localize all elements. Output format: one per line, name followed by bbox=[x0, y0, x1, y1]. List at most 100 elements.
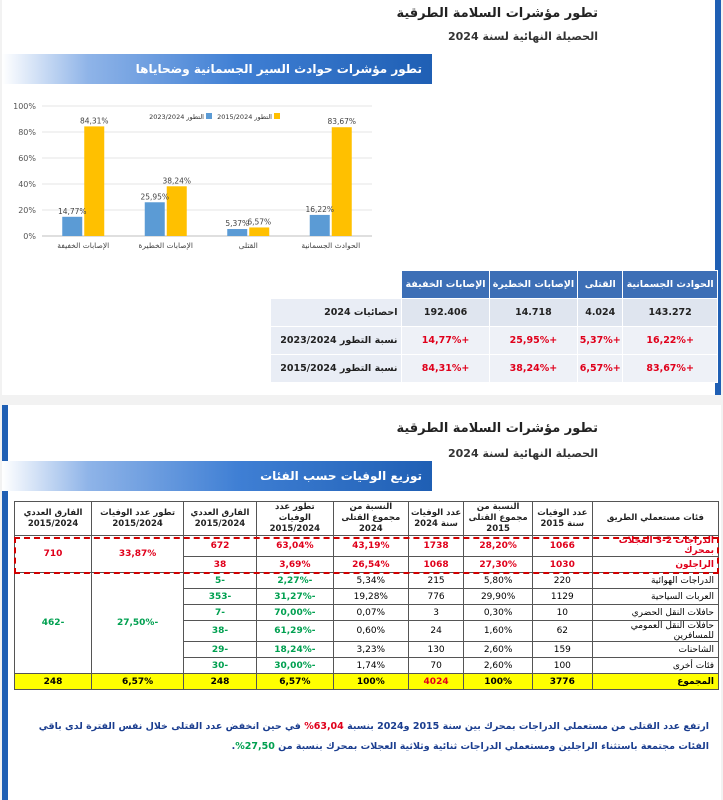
kpi-header-light-injuries: الإصابات الخفيفة bbox=[401, 270, 490, 299]
col-header: تطور عدد الوفيات 2015/2024 bbox=[91, 501, 185, 536]
table-row: الدراجات الهوائية 220 5,80% 215 5,34% -2… bbox=[13, 572, 720, 674]
evolution-bar-chart: 0% 20% 40% 60% 80% 100% 14,77% 84,31% 25,95% 38,… bbox=[13, 102, 372, 250]
cell: 26,54% bbox=[332, 556, 409, 573]
cell: -31,27% bbox=[255, 588, 334, 605]
col-header: النسبة من مجموع القتلى 2015 bbox=[463, 501, 533, 536]
data-label: 25,95% bbox=[140, 192, 169, 201]
note-text: ارتفع عدد القتلى من مستعملي الدراجات بمح… bbox=[343, 721, 709, 732]
y-tick-label: 60% bbox=[18, 154, 36, 163]
note-highlight: 63,04% bbox=[304, 721, 344, 732]
table-row: 143.272 4.024 14.718 192.406 احصائيات 20… bbox=[269, 298, 718, 327]
legend-swatch bbox=[274, 113, 280, 119]
note-green-value: 27,50% bbox=[235, 741, 275, 752]
cell: 3,23% bbox=[332, 641, 409, 658]
kpi-cell: +25,95% bbox=[488, 326, 579, 355]
cell: 19,28% bbox=[332, 588, 409, 605]
cell: 672 bbox=[183, 535, 257, 557]
kpi-cell: +5,37% bbox=[577, 326, 624, 355]
x-tick-label: الإصابات الخفيفة bbox=[57, 241, 109, 250]
total-row: المجموع 3776 100% 4024 100% 6,57% 248 6,… bbox=[13, 673, 720, 690]
note-text: في حين انخفض عدد القتلى خلال نفس الفترة … bbox=[38, 721, 709, 752]
cell: 24 bbox=[407, 620, 465, 642]
y-tick-label: 20% bbox=[18, 206, 36, 215]
table-row: +16,22% +5,37% +25,95% +14,77% نسبة التط… bbox=[269, 326, 718, 355]
col-header: النسبة من مجموع القتلى 2024 bbox=[332, 501, 409, 536]
kpi-table: الحوادث الجسمانية القتلى الإصابات الخطير… bbox=[269, 270, 718, 383]
bar bbox=[84, 126, 105, 236]
kpi-cell: +83,67% bbox=[622, 354, 718, 383]
data-label: 5,37% bbox=[225, 219, 249, 228]
bar bbox=[144, 202, 165, 236]
cell: -2,27% bbox=[255, 572, 334, 589]
kpi-header-corner bbox=[269, 270, 403, 299]
col-header: الفارق العددي 2015/2024 bbox=[13, 501, 93, 536]
kpi-header-serious-injuries: الإصابات الخطيرة bbox=[488, 270, 579, 299]
slide-corner-bar bbox=[2, 405, 8, 800]
data-label: 16,22% bbox=[305, 205, 334, 214]
cell: 130 bbox=[407, 641, 465, 658]
cell: -29 bbox=[183, 641, 257, 658]
bar bbox=[309, 214, 330, 236]
legend-label: التطور 2015/2024 bbox=[217, 113, 272, 121]
slide-title: تطور مؤشرات السلامة الطرقية bbox=[396, 421, 598, 436]
col-header: عدد الوفيات سنة 2024 bbox=[407, 501, 465, 536]
cell: -70,00% bbox=[255, 604, 334, 621]
cell: 248 bbox=[183, 673, 257, 690]
x-tick-label: الحوادث الجسمانية bbox=[301, 241, 360, 250]
kpi-cell: +38,24% bbox=[488, 354, 579, 383]
cell: 3776 bbox=[531, 673, 593, 690]
cell: -30 bbox=[183, 657, 257, 674]
kpi-row-label: احصائيات 2024 bbox=[269, 298, 403, 327]
group-evolution-cell: -27,50% bbox=[91, 572, 185, 674]
data-label: 83,67% bbox=[327, 117, 356, 126]
cell: -61,29% bbox=[255, 620, 334, 642]
category-cell: حافلات النقل العمومي للمسافرين bbox=[591, 620, 720, 642]
cell: 776 bbox=[407, 588, 465, 605]
data-label: 14,77% bbox=[58, 207, 87, 216]
data-label: 84,31% bbox=[80, 116, 109, 125]
slide-subtitle: الحصيلة النهائية لسنة 2024 bbox=[448, 30, 598, 43]
cell: 70 bbox=[407, 657, 465, 674]
category-cell: فئات أخرى bbox=[591, 657, 720, 674]
kpi-header-deaths: القتلى bbox=[577, 270, 624, 299]
table-row: الشاحنات 159 2,60% 130 3,23% -18,24% -29 bbox=[15, 641, 720, 658]
legend-swatch bbox=[206, 113, 212, 119]
col-header: تطور عدد الوفيات 2015/2024 bbox=[255, 501, 334, 536]
cell: 3 bbox=[407, 604, 465, 621]
group-diff-cell: 710 bbox=[13, 535, 93, 573]
note-text: . bbox=[231, 741, 236, 752]
total-label: المجموع bbox=[591, 673, 720, 690]
slide-subtitle: الحصيلة النهائية لسنة 2024 bbox=[448, 447, 598, 460]
x-tick-label: الإصابات الخطيرة bbox=[138, 241, 193, 250]
group-diff-cell: -462 bbox=[13, 572, 93, 674]
cell: 5,80% bbox=[463, 572, 533, 589]
kpi-cell: +16,22% bbox=[622, 326, 718, 355]
cell: 1068 bbox=[407, 556, 465, 573]
cell: 2,60% bbox=[463, 641, 533, 658]
table-row: +83,67% +6,57% +38,24% +84,31% نسبة التط… bbox=[269, 354, 718, 383]
table-row: حافلات النقل الحضري 10 0,30% 3 0,07% -70… bbox=[15, 604, 720, 621]
summary-note: ارتفع عدد القتلى من مستعملي الدراجات بمح… bbox=[14, 717, 709, 757]
cell: -18,24% bbox=[255, 641, 334, 658]
bar bbox=[166, 186, 187, 236]
cell: -5 bbox=[183, 572, 257, 589]
section-banner: توزيع الوفيات حسب الفئات bbox=[2, 461, 432, 491]
cell: 159 bbox=[531, 641, 593, 658]
cell: 1030 bbox=[531, 556, 593, 573]
cell: 100% bbox=[463, 673, 533, 690]
cell: 100% bbox=[332, 673, 409, 690]
cell: 0,30% bbox=[463, 604, 533, 621]
cell: 215 bbox=[407, 572, 465, 589]
cell: 29,90% bbox=[463, 588, 533, 605]
col-header: الفارق العددي 2015/2024 bbox=[183, 501, 257, 536]
cell: -7 bbox=[183, 604, 257, 621]
cell: 0,60% bbox=[332, 620, 409, 642]
kpi-cell: 192.406 bbox=[401, 298, 490, 327]
bar bbox=[62, 216, 83, 236]
category-cell: الراجلون bbox=[591, 556, 720, 573]
kpi-row-label: نسبة التطور 2023/2024 bbox=[269, 326, 403, 355]
slide-road-safety-indicators: تطور مؤشرات السلامة الطرقية الحصيلة النه… bbox=[2, 0, 721, 395]
y-tick-label: 0% bbox=[23, 232, 36, 241]
x-tick-label: القتلى bbox=[239, 241, 258, 250]
cell: 1,60% bbox=[463, 620, 533, 642]
